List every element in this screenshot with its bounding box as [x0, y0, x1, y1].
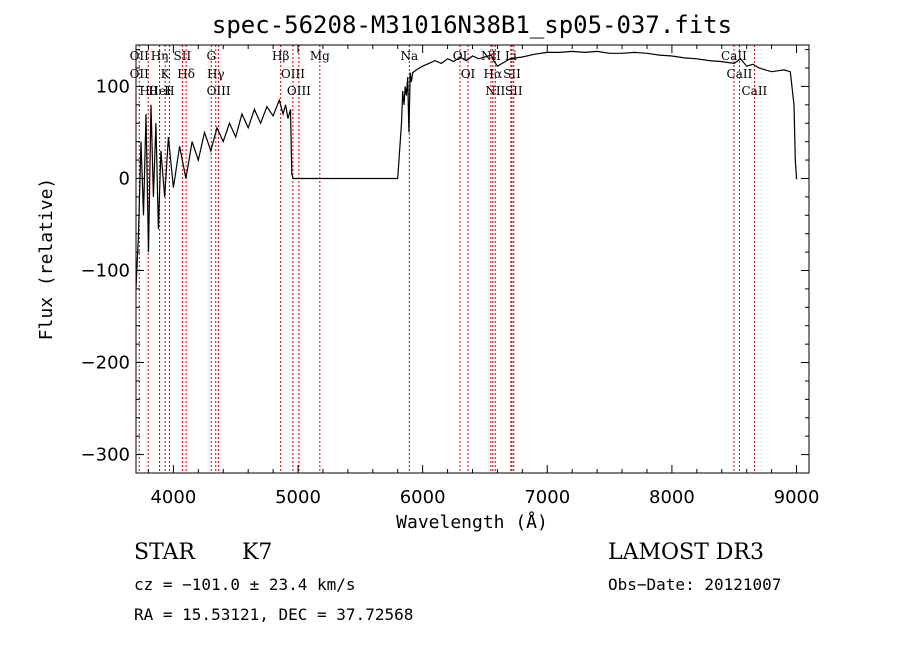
observation-date: Obs−Date: 20121007: [608, 575, 782, 594]
line-marker-label: CaII: [721, 49, 747, 63]
line-marker-label: CaII: [727, 67, 753, 81]
line-marker-label: OIII: [207, 84, 231, 98]
line-marker-label: Hη: [151, 49, 169, 63]
x-tick-label: 6000: [400, 487, 446, 508]
line-marker-label: Li: [505, 49, 517, 63]
line-marker-label: NII: [485, 84, 505, 98]
line-marker-label: OIII: [281, 67, 305, 81]
line-marker-label: Hθ: [139, 84, 157, 98]
axis-ticks: 4000 5000 6000 7000 8000 9000 −300 −200 −100 0 100: [81, 45, 820, 508]
spectrum-line: [135, 50, 798, 289]
line-marker-label: SII: [505, 84, 523, 98]
line-marker-label: K: [161, 67, 171, 81]
star-class: STAR: [134, 540, 195, 565]
x-tick-label: 5000: [275, 487, 321, 508]
line-marker-label: Mg: [310, 49, 330, 63]
plot-frame: [135, 44, 810, 474]
x-tick-label: 7000: [524, 487, 570, 508]
line-marker-label: Hα: [484, 67, 503, 81]
line-marker-label: OIII: [287, 84, 311, 98]
chart-title: spec-56208-M31016N38B1_sp05-037.fits: [212, 11, 732, 39]
line-marker-label: G: [206, 49, 216, 63]
line-marker-label: OII: [130, 49, 150, 63]
y-axis-label: Flux (relative): [36, 178, 57, 341]
y-tick-label: 0: [119, 168, 130, 189]
line-marker-label: OI: [461, 67, 476, 81]
x-tick-label: 9000: [774, 487, 820, 508]
star-subclass: K7: [242, 540, 273, 565]
line-marker-label: Na: [400, 49, 418, 63]
x-tick-label: 8000: [649, 487, 695, 508]
x-axis-label: Wavelength (Å): [396, 511, 548, 533]
line-marker-label: SII: [174, 49, 192, 63]
line-marker-label: Hβ: [272, 49, 289, 63]
redshift-cz: cz = −101.0 ± 23.4 km/s: [134, 575, 356, 594]
line-marker-label: SII: [503, 67, 521, 81]
x-tick-label: 4000: [150, 487, 196, 508]
line-marker-label: Hδ: [177, 67, 195, 81]
line-marker-label: OII: [130, 67, 150, 81]
y-tick-label: −300: [81, 445, 130, 466]
ra-dec-coordinates: RA = 15.53121, DEC = 37.72568: [134, 605, 414, 624]
y-tick-label: −100: [81, 261, 130, 282]
y-tick-label: −200: [81, 353, 130, 374]
y-tick-label: 100: [96, 76, 130, 97]
line-marker-label: H: [164, 84, 174, 98]
survey-name: LAMOST DR3: [608, 540, 764, 565]
line-marker-label: CaII: [741, 84, 767, 98]
line-marker-label: Hγ: [207, 67, 225, 81]
